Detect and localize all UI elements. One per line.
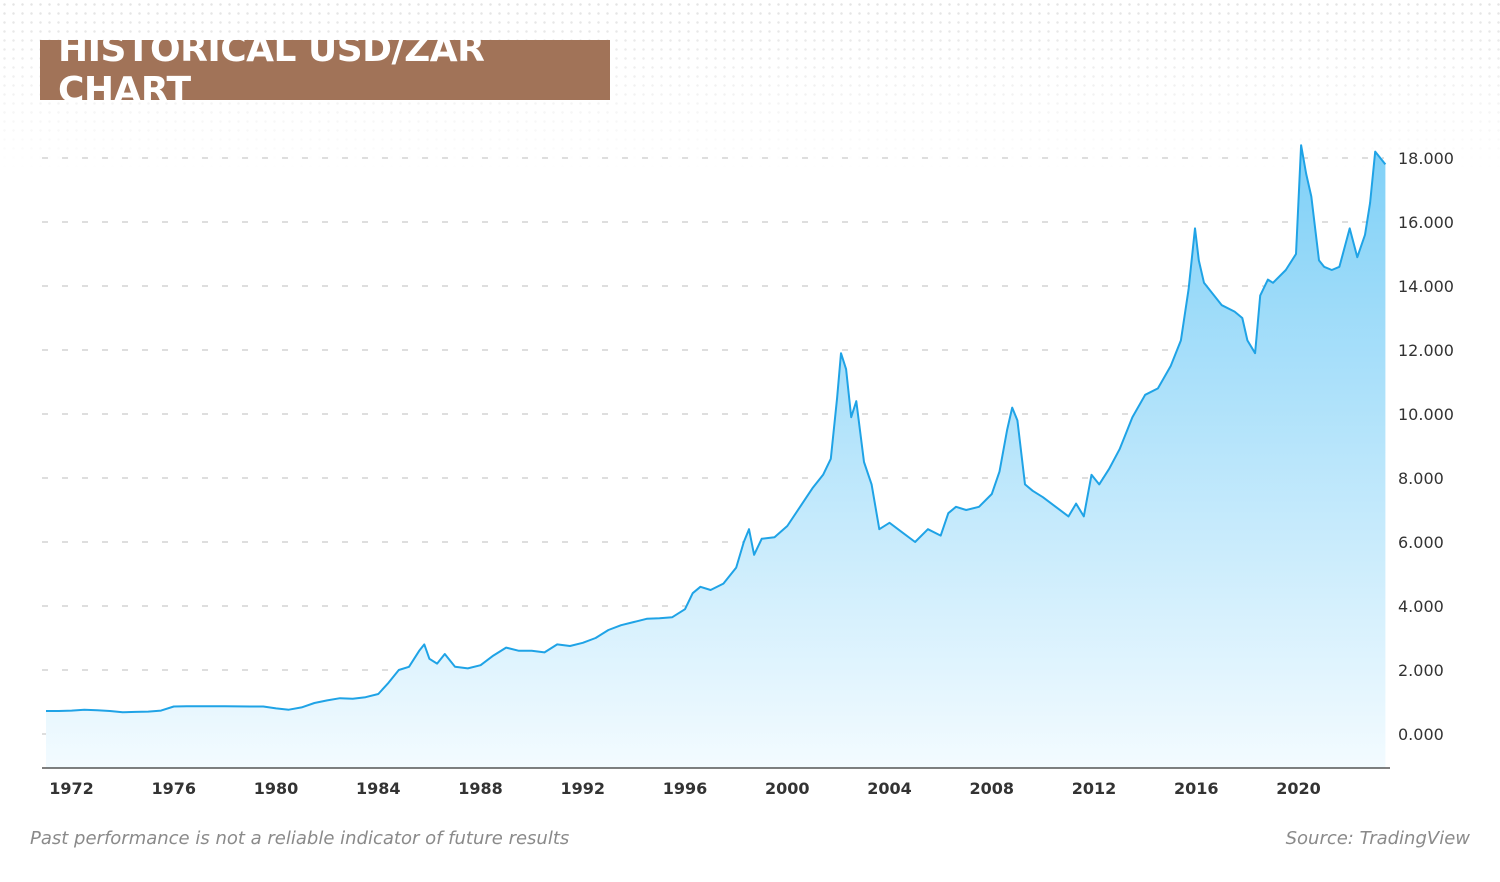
x-tick-label: 2020 bbox=[1276, 779, 1321, 798]
x-tick-label: 2016 bbox=[1174, 779, 1219, 798]
chart-title-text: HISTORICAL USD/ZAR CHART bbox=[58, 29, 485, 111]
x-tick-label: 1976 bbox=[152, 779, 197, 798]
series-line bbox=[46, 144, 1387, 714]
x-tick-label: 1984 bbox=[356, 779, 401, 798]
series-area-fill bbox=[46, 145, 1386, 768]
x-tick-label: 2012 bbox=[1072, 779, 1117, 798]
y-tick-label: 14.000 bbox=[1398, 277, 1454, 296]
y-tick-label: 12.000 bbox=[1398, 341, 1454, 360]
x-tick-label: 1980 bbox=[254, 779, 299, 798]
x-tick-label: 1996 bbox=[663, 779, 708, 798]
disclaimer-text: Past performance is not a reliable indic… bbox=[30, 828, 570, 849]
y-tick-label: 8.000 bbox=[1398, 469, 1444, 488]
x-axis: 1972 1976 1980 1984 1988 1992 1996 2000 2004 2008… bbox=[49, 779, 1321, 798]
x-tick-label: 2004 bbox=[867, 779, 912, 798]
x-tick-label: 2000 bbox=[765, 779, 810, 798]
y-axis: 0.000 2.000 4.000 6.000 8.000 10.000 12.000 14.… bbox=[1398, 149, 1454, 744]
chart-title: HISTORICAL USD/ZAR CHART bbox=[40, 29, 610, 111]
y-tick-label: 10.000 bbox=[1398, 405, 1454, 424]
y-tick-label: 18.000 bbox=[1398, 149, 1454, 168]
y-tick-label: 0.000 bbox=[1398, 725, 1444, 744]
x-tick-label: 2008 bbox=[970, 779, 1015, 798]
y-tick-label: 16.000 bbox=[1398, 213, 1454, 232]
x-tick-label: 1988 bbox=[458, 779, 503, 798]
source-text: Source: TradingView bbox=[1285, 828, 1470, 849]
x-tick-label: 1972 bbox=[49, 779, 94, 798]
y-tick-label: 4.000 bbox=[1398, 597, 1444, 616]
x-tick-label: 1992 bbox=[561, 779, 606, 798]
y-tick-label: 2.000 bbox=[1398, 661, 1444, 680]
y-tick-label: 6.000 bbox=[1398, 533, 1444, 552]
